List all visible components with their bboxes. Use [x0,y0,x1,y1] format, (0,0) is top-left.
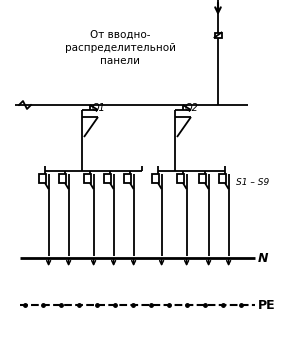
Bar [39,174,46,183]
Bar [177,174,184,183]
Bar [104,174,111,183]
Bar [59,174,66,183]
Bar [199,174,206,183]
Bar [152,174,159,183]
Text: N: N [258,252,268,265]
Bar [124,174,131,183]
Bar [219,174,226,183]
Bar [84,174,91,183]
Text: Q2: Q2 [185,103,199,113]
Text: Q1: Q1 [92,103,106,113]
Text: От вводно-
распределительной
панели: От вводно- распределительной панели [64,30,176,66]
Text: PE: PE [258,299,276,312]
Text: S1 – S9: S1 – S9 [236,178,269,187]
Bar [214,32,221,37]
